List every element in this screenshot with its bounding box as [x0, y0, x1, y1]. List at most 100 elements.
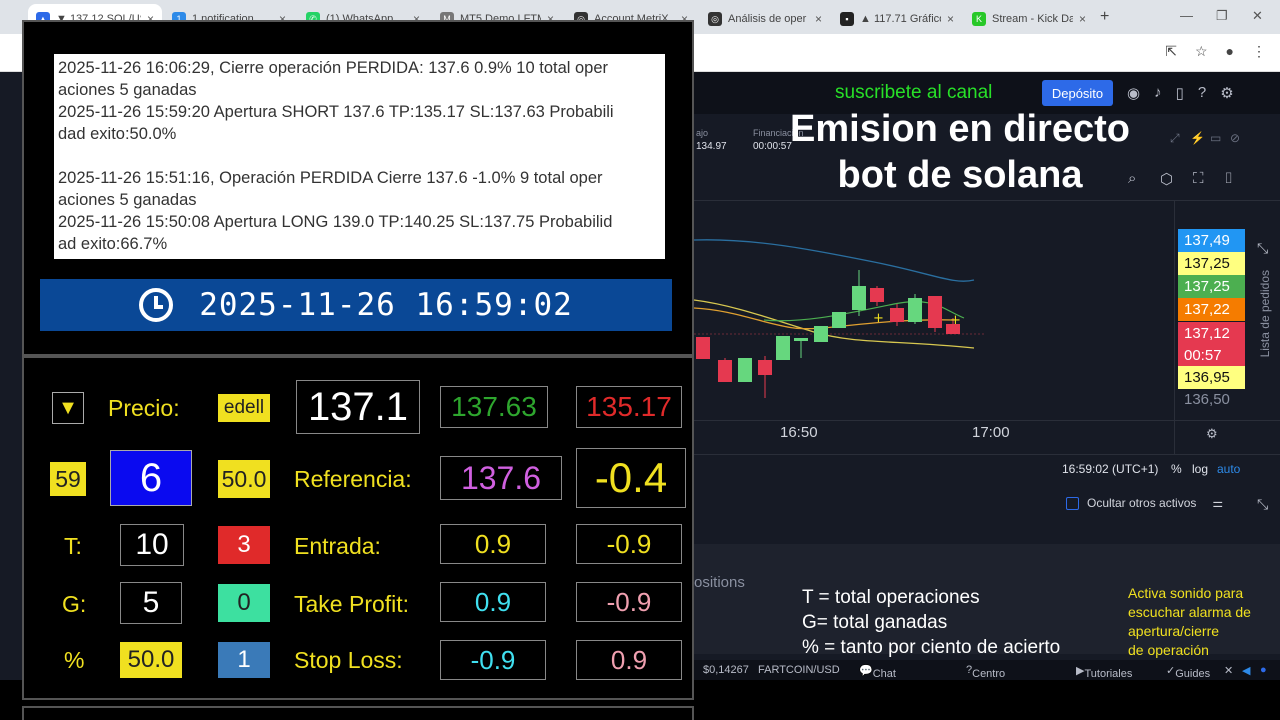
referencia-label: Referencia:: [294, 465, 412, 492]
filter-icon[interactable]: ⚌: [1212, 496, 1224, 510]
expand-panel-icon[interactable]: ⤡: [1257, 496, 1269, 512]
auto-toggle[interactable]: auto: [1217, 462, 1241, 476]
entrada-label: Entrada:: [294, 532, 381, 559]
window-close-icon[interactable]: ✕: [1252, 8, 1263, 23]
close-icon[interactable]: ×: [680, 12, 688, 26]
bell-icon[interactable]: ♪: [1154, 84, 1162, 101]
candle-body: [696, 337, 710, 359]
take-profit-long: 0.9: [440, 582, 546, 622]
order-list-tab[interactable]: Lista de pedidos: [1258, 270, 1272, 358]
flash-icon[interactable]: ⚡: [1190, 131, 1205, 145]
camera-icon[interactable]: ⌷: [1224, 170, 1234, 187]
price-label: 137,22: [1178, 298, 1245, 321]
candle-body: [832, 312, 846, 328]
close-icon[interactable]: ×: [146, 12, 154, 26]
positions-tab[interactable]: ositions: [694, 574, 745, 591]
losses-count: 3: [218, 526, 270, 564]
minimize-icon[interactable]: —: [1180, 8, 1193, 23]
hide-assets-option[interactable]: Ocultar otros activos ⚌: [1066, 496, 1223, 510]
close-icon[interactable]: ×: [278, 12, 286, 26]
chart-settings-icon[interactable]: ⚙: [1206, 426, 1218, 441]
current-price: 137.1: [296, 380, 420, 434]
maximize-icon[interactable]: ❐: [1216, 8, 1228, 23]
percent-toggle[interactable]: %: [1171, 462, 1182, 476]
candle-body: [738, 358, 752, 382]
guides-link[interactable]: ✓ Guides: [1166, 665, 1211, 680]
price-label: 00:57: [1178, 344, 1245, 367]
mobile-icon[interactable]: ▯: [1175, 85, 1184, 102]
entry-short: -0.9: [576, 524, 682, 564]
direction-indicator: ▼: [52, 392, 84, 424]
price-label: 137,25: [1178, 275, 1245, 298]
stat-low: ajo 134.97: [696, 128, 727, 152]
window-icon[interactable]: ▭: [1210, 131, 1222, 145]
help-icon[interactable]: ?: [1197, 84, 1207, 101]
ma-green-line: [763, 301, 965, 322]
close-icon[interactable]: ×: [946, 12, 954, 26]
tab-analysis[interactable]: ◎ Análisis de oper ×: [700, 4, 830, 34]
bookmark-star-icon[interactable]: ☆: [1194, 43, 1208, 59]
new-tab-button[interactable]: +: [1100, 8, 1110, 25]
expand-icon[interactable]: ⤢: [1170, 131, 1180, 145]
search-icon[interactable]: ⌕: [1128, 170, 1137, 187]
profile-icon[interactable]: ●: [1225, 43, 1234, 59]
candle-body: [776, 336, 790, 360]
percent-label: %: [64, 646, 85, 673]
candlestick-chart[interactable]: + +: [694, 200, 1174, 420]
price-label: 137,12: [1178, 322, 1245, 345]
log-line: aciones 5 ganadas: [58, 81, 197, 99]
chart-tab-icon: ▪: [840, 12, 854, 26]
status-price: $0,14267: [703, 664, 749, 676]
fullscreen-icon[interactable]: ⛶: [1193, 170, 1204, 187]
status-pair: FARTCOIN/USD: [758, 664, 840, 676]
candle-body: [908, 298, 922, 322]
ma-blue-line: [694, 239, 975, 282]
hexagon-settings-icon[interactable]: ⬡: [1160, 171, 1174, 188]
timezone-label[interactable]: 16:59:02 (UTC+1): [1062, 462, 1159, 476]
account-icon[interactable]: ◉: [1127, 85, 1141, 102]
open-trades: 1: [218, 642, 270, 678]
left-toolbar: [0, 72, 22, 680]
expand-panel-icon[interactable]: ⤡: [1257, 240, 1269, 256]
log-toggle[interactable]: log: [1192, 462, 1209, 476]
chart-footer-line: [694, 454, 1280, 455]
mute-icon[interactable]: ⊘: [1230, 131, 1241, 145]
address-bar-actions: ⇱ ☆ ● ⋮: [1165, 43, 1266, 60]
close-icon[interactable]: ×: [1078, 12, 1086, 26]
win-rate: 50.0: [120, 642, 182, 678]
signal-marker: +: [873, 311, 884, 326]
take-profit-label: Take Profit:: [294, 590, 410, 617]
tab-kick[interactable]: K Stream - Kick Da ×: [964, 4, 1094, 34]
close-icon[interactable]: ×: [546, 12, 554, 26]
tutorials-link[interactable]: ▶ Tutoriales: [1076, 665, 1133, 680]
menu-dots-icon[interactable]: ⋮: [1252, 43, 1266, 59]
log-line: 2025-11-26 15:51:16, Operación PERDIDA C…: [58, 169, 603, 187]
bot-stats-panel: ▼ Precio: edell 137.1 137.63 135.17 59 6…: [22, 356, 694, 700]
deposit-button[interactable]: Depósito: [1042, 80, 1113, 106]
telegram-icon[interactable]: ◀: [1242, 665, 1251, 677]
precio-label: Precio:: [108, 394, 180, 421]
close-icon[interactable]: ×: [814, 12, 822, 26]
positions-panel: ositions: [694, 544, 1280, 654]
kick-icon: K: [972, 12, 986, 26]
counter-59: 59: [50, 462, 86, 496]
help-center-link[interactable]: ? Centro de ayuda: [966, 664, 1006, 704]
candle-body: [814, 326, 828, 342]
live-chat-link[interactable]: 💬 Chat en directo: [859, 665, 906, 704]
settings-icon[interactable]: ⚙: [1220, 85, 1234, 102]
sound-note: Activa sonido para escuchar alarma de ap…: [1128, 585, 1251, 658]
hide-assets-checkbox[interactable]: [1066, 496, 1079, 510]
close-icon[interactable]: ×: [412, 12, 420, 26]
price-label: 136,50: [1184, 391, 1230, 408]
install-icon[interactable]: ⇱: [1165, 43, 1177, 59]
candle-body: [852, 286, 866, 310]
clock-time: 2025-11-26 16:59:02: [199, 287, 573, 323]
x-social-icon[interactable]: ✕: [1224, 665, 1234, 677]
candle-body: [758, 360, 772, 375]
price-axis-divider: [1174, 200, 1175, 454]
discord-icon[interactable]: ●: [1260, 664, 1267, 676]
candle-body: [870, 288, 884, 302]
analysis-tab-icon: ◎: [708, 12, 722, 26]
tab-chart-2[interactable]: ▪ ▲ 117.71 Gráfico ×: [832, 4, 962, 34]
